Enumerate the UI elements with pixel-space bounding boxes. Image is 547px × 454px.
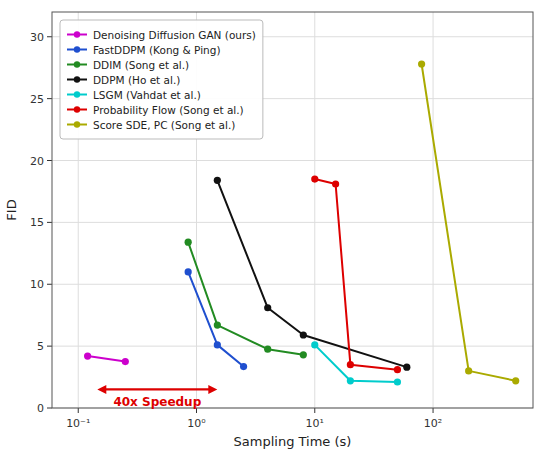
chart: 0 5 10 15 20 25 30 10⁻¹ 10⁰ 10¹ 10² Sampling Time (… [0, 0, 547, 454]
data-point [311, 341, 318, 348]
tick-label: 0 [37, 402, 44, 415]
tick [314, 408, 315, 413]
legend-marker [74, 61, 80, 67]
series-line [88, 356, 126, 362]
tick [196, 408, 197, 413]
tick-label: 15 [30, 216, 44, 229]
grid [52, 12, 533, 408]
x-axis-label: Sampling Time (s) [234, 434, 352, 449]
grid-line [314, 12, 315, 408]
series-line [217, 180, 406, 367]
tick [47, 284, 52, 285]
data-point [214, 321, 221, 328]
tick [78, 408, 79, 413]
y-axis-label: FID [4, 199, 19, 220]
data-point [214, 177, 221, 184]
data-point [84, 352, 91, 359]
legend-marker [74, 76, 80, 82]
arrow-head [208, 385, 217, 394]
tick [433, 408, 434, 413]
tick [47, 222, 52, 223]
data-point [418, 60, 425, 67]
axes: 0 5 10 15 20 25 30 10⁻¹ 10⁰ 10¹ 10² [30, 12, 533, 430]
legend-label: LSGM (Vahdat et al.) [93, 89, 201, 101]
legend-item: DDPM (Ho et al.) [67, 74, 180, 86]
legend-label: Probability Flow (Song et al.) [93, 104, 244, 116]
tick [47, 36, 52, 37]
data-point [512, 377, 519, 384]
data-point [347, 377, 354, 384]
legend-marker [74, 91, 80, 97]
data-point [240, 363, 247, 370]
legend-item: Denoising Diffusion GAN (ours) [67, 29, 256, 41]
tick [47, 408, 52, 409]
data-point [185, 239, 192, 246]
legend-label: DDPM (Ho et al.) [93, 74, 180, 86]
legend-marker [74, 46, 80, 52]
grid-line [52, 222, 533, 223]
data-point [403, 364, 410, 371]
tick [47, 98, 52, 99]
series-line [422, 64, 516, 381]
arrow-head [97, 385, 106, 394]
tick-label: 10⁻¹ [66, 417, 90, 430]
data-point [214, 341, 221, 348]
plot-data [84, 60, 519, 385]
series-line [315, 179, 398, 370]
legend-label: FastDDPM (Kong & Ping) [93, 44, 221, 56]
series-line [188, 242, 303, 355]
legend-marker [74, 106, 80, 112]
legend-item: FastDDPM (Kong & Ping) [67, 44, 221, 56]
tick-label: 20 [30, 155, 44, 168]
data-point [122, 358, 129, 365]
legend-label: Score SDE, PC (Song et al.) [93, 119, 235, 131]
legend-box [60, 20, 263, 139]
legend: Denoising Diffusion GAN (ours) FastDDPM (… [60, 20, 263, 139]
legend-item: LSGM (Vahdat et al.) [67, 89, 201, 101]
legend-marker [74, 121, 80, 127]
data-point [311, 175, 318, 182]
grid-line [52, 160, 533, 161]
tick-label: 10¹ [306, 417, 324, 430]
data-point [332, 180, 339, 187]
data-point [300, 351, 307, 358]
grid-line [52, 284, 533, 285]
grid-line [433, 12, 434, 408]
data-point [394, 366, 401, 373]
grid-line [52, 346, 533, 347]
tick-label: 25 [30, 93, 44, 106]
annotation: 40x Speedup [97, 385, 217, 409]
tick-label: 5 [37, 340, 44, 353]
data-point [185, 268, 192, 275]
annotation-text: 40x Speedup [113, 395, 201, 409]
legend-item: Score SDE, PC (Song et al.) [67, 119, 235, 131]
legend-marker [74, 31, 80, 37]
data-point [465, 367, 472, 374]
data-point [264, 346, 271, 353]
plot-frame [52, 12, 533, 408]
legend-item: Probability Flow (Song et al.) [67, 104, 244, 116]
legend-label: Denoising Diffusion GAN (ours) [93, 29, 256, 41]
tick-label: 10² [424, 417, 442, 430]
legend-item: DDIM (Song et al.) [67, 59, 189, 71]
series-line [315, 345, 398, 382]
tick-label: 10 [30, 278, 44, 291]
legend-label: DDIM (Song et al.) [93, 59, 189, 71]
data-point [300, 331, 307, 338]
data-point [347, 361, 354, 368]
data-point [264, 304, 271, 311]
tick [47, 160, 52, 161]
tick [47, 346, 52, 347]
annotation-arrow [105, 388, 209, 390]
tick-label: 30 [30, 31, 44, 44]
tick-label: 10⁰ [187, 417, 206, 430]
data-point [394, 378, 401, 385]
